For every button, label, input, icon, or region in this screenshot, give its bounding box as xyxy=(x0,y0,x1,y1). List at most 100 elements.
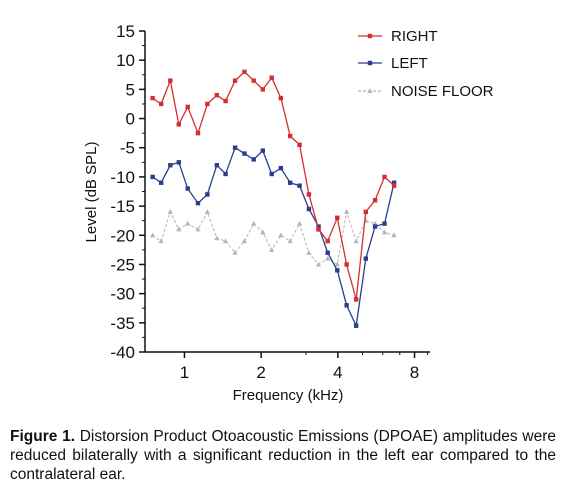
data-point-noise-floor xyxy=(176,226,182,232)
y-tick-label: -20 xyxy=(110,226,135,245)
legend-marker-noise-floor xyxy=(367,88,373,93)
data-point-right xyxy=(232,78,238,83)
data-point-right xyxy=(251,78,256,83)
data-point-left xyxy=(205,192,210,197)
x-tick-label: 8 xyxy=(410,363,419,382)
axes xyxy=(139,30,430,358)
data-point-left xyxy=(297,183,302,188)
data-point-right xyxy=(391,183,397,188)
data-point-right xyxy=(158,101,164,107)
x-tick-label: 2 xyxy=(256,363,265,382)
y-tick-label: 0 xyxy=(126,110,135,129)
x-axis-label: Frequency (kHz) xyxy=(233,387,344,404)
data-point-right xyxy=(372,198,378,203)
data-point-noise-floor xyxy=(315,261,322,267)
data-point-noise-floor xyxy=(158,238,164,244)
data-point-left xyxy=(306,206,312,212)
chart: 15 10 5 0 -5 -10 -15 -20 -25 -30 -35 -40 1 2 4 8 Level… xyxy=(83,22,494,404)
y-tick-label: 15 xyxy=(116,22,135,41)
data-point-right xyxy=(316,227,321,232)
data-point-right xyxy=(195,130,201,136)
legend-label-left: LEFT xyxy=(391,55,428,72)
caption-label: Figure 1. xyxy=(10,428,76,445)
series-noise-floor xyxy=(150,209,397,267)
data-point-noise-floor xyxy=(278,232,284,238)
data-point-noise-floor xyxy=(325,255,331,261)
data-point-right xyxy=(260,87,266,92)
legend-marker-right xyxy=(367,33,373,39)
y-tick-label: -5 xyxy=(120,139,135,158)
data-point-noise-floor xyxy=(269,247,275,252)
data-point-noise-floor xyxy=(167,209,173,214)
series-layer xyxy=(150,69,397,328)
data-point-left xyxy=(372,224,378,229)
data-point-right xyxy=(214,93,220,98)
data-point-noise-floor xyxy=(363,217,369,223)
data-point-left xyxy=(214,163,220,168)
data-point-left xyxy=(176,160,181,165)
data-point-noise-floor xyxy=(150,232,156,238)
y-tick-label: -35 xyxy=(110,314,135,333)
data-point-right xyxy=(242,69,247,75)
legend-label-right: RIGHT xyxy=(391,28,438,45)
y-tick-label: -15 xyxy=(110,197,135,216)
legend: RIGHT LEFT NOISE FLOOR xyxy=(358,28,494,100)
data-point-right xyxy=(344,262,349,267)
data-point-right xyxy=(176,122,181,127)
data-point-left xyxy=(168,163,173,168)
y-tick-label: -30 xyxy=(110,285,135,304)
legend-item-left: LEFT xyxy=(358,55,428,72)
figure-caption: Figure 1. Distorsion Product Otoacoustic… xyxy=(10,427,556,484)
data-point-left xyxy=(269,171,274,177)
x-tick-label: 4 xyxy=(333,363,342,382)
data-point-left xyxy=(150,174,155,180)
y-axis-label: Level (dB SPL) xyxy=(83,142,100,243)
data-point-right xyxy=(382,174,387,180)
data-point-left xyxy=(335,268,340,273)
data-point-noise-floor xyxy=(287,238,293,244)
data-point-left xyxy=(344,303,349,308)
legend-item-right: RIGHT xyxy=(358,28,438,45)
x-tick-labels: 1 2 4 8 xyxy=(180,363,420,382)
legend-marker-left xyxy=(367,60,373,66)
data-point-noise-floor xyxy=(334,261,340,267)
data-point-right xyxy=(278,95,284,101)
y-tick-label: 10 xyxy=(116,51,135,70)
series-right xyxy=(150,69,397,302)
data-point-left xyxy=(287,180,293,185)
data-point-right xyxy=(353,297,359,302)
series-left xyxy=(150,145,397,328)
data-point-left xyxy=(382,221,387,226)
data-point-noise-floor xyxy=(260,229,266,235)
data-point-right xyxy=(168,78,173,83)
data-point-right xyxy=(297,142,302,148)
data-point-left xyxy=(278,165,284,171)
data-point-right xyxy=(306,192,312,197)
data-point-right xyxy=(269,75,274,80)
data-point-noise-floor xyxy=(306,249,312,255)
data-point-noise-floor xyxy=(241,238,248,244)
data-point-noise-floor xyxy=(232,249,238,255)
data-point-left xyxy=(232,145,238,150)
data-point-left xyxy=(391,180,397,185)
data-point-noise-floor xyxy=(222,238,229,244)
data-point-left xyxy=(195,200,201,206)
data-point-left xyxy=(353,323,359,328)
data-point-right xyxy=(325,238,330,244)
legend-item-noise-floor: NOISE FLOOR xyxy=(358,83,494,100)
data-point-left xyxy=(260,148,266,153)
data-point-right xyxy=(223,98,228,104)
y-tick-label: -10 xyxy=(110,168,135,187)
caption-text: Distorsion Product Otoacoustic Emissions… xyxy=(10,428,556,483)
data-point-noise-floor xyxy=(391,232,397,238)
data-point-noise-floor xyxy=(204,209,210,214)
data-point-left xyxy=(251,157,256,162)
data-point-noise-floor xyxy=(353,238,359,244)
data-point-noise-floor xyxy=(381,229,388,235)
data-point-right xyxy=(287,133,293,139)
data-point-right xyxy=(150,95,155,101)
data-point-left xyxy=(242,151,247,156)
series-line-noise-floor xyxy=(152,210,395,266)
legend-label-noise-floor: NOISE FLOOR xyxy=(391,83,494,100)
y-tick-label: -25 xyxy=(110,255,135,274)
